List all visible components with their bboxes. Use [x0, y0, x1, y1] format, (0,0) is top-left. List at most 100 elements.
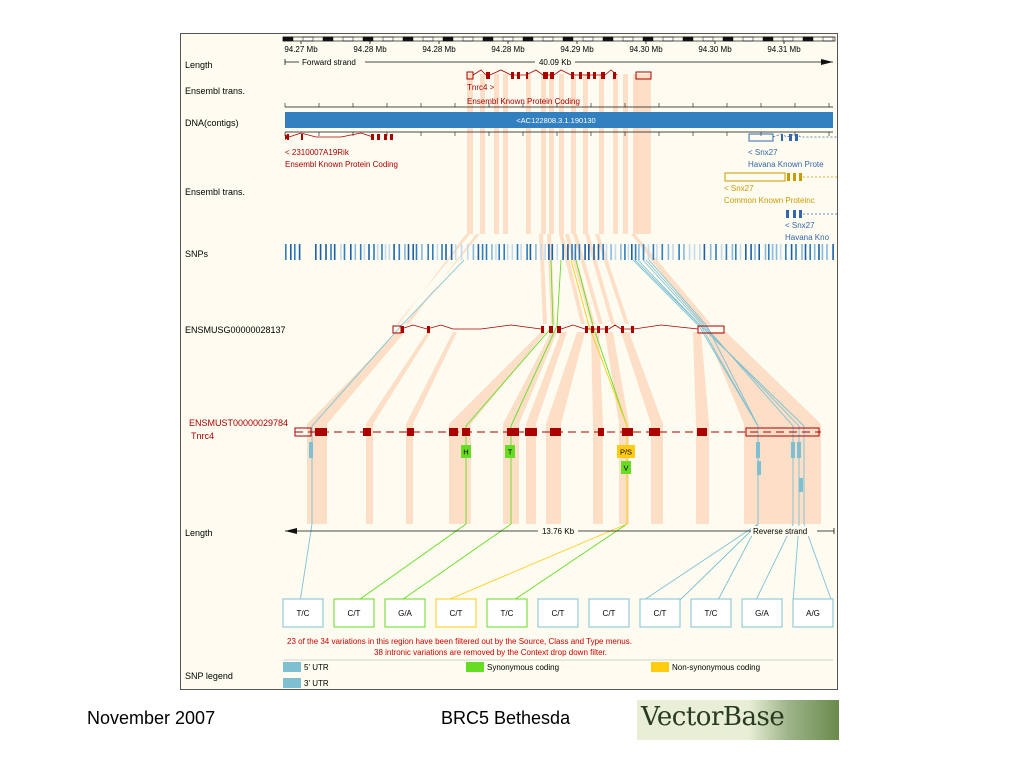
scale-tick-label: 94.28 Mb: [422, 45, 456, 54]
snp-tick: [656, 244, 658, 260]
tnrc4-exon: [517, 72, 520, 79]
scale-bar-segment: [742, 36, 754, 42]
snp-tick: [667, 244, 670, 260]
exon-band-column: [546, 424, 561, 524]
snx27-exon-3: [786, 210, 789, 218]
legend-label: Non-synonymous coding: [672, 663, 760, 672]
snp-tick: [495, 244, 497, 260]
track-label-snps: SNPs: [185, 249, 209, 259]
snx27-name-2: < Snx27: [724, 184, 754, 193]
snx27-exon: [795, 134, 798, 141]
exon-band-column: [744, 424, 821, 524]
snp-tick: [672, 244, 674, 260]
exon-band: [636, 74, 651, 234]
snx27-exon-3: [793, 210, 796, 218]
snp-tick: [593, 244, 595, 260]
snp-tick: [376, 244, 379, 260]
allele-box: [741, 598, 783, 628]
gene-exon: [597, 326, 600, 333]
genome-view-graphic: 94.27 Mb 94.28 Mb 94.28 Mb 94.28 Mb 94.29 Mb…: [282, 36, 837, 688]
tnrc4-utr-box-3: [635, 71, 652, 80]
exon-band-expand: [307, 332, 405, 424]
snp-tick: [540, 244, 542, 260]
snp-tick: [498, 244, 500, 260]
allele-label: C/T: [603, 609, 616, 618]
rik-exon: [287, 134, 289, 140]
scale-bar-segment: [382, 36, 394, 42]
scale-bar-segment: [642, 36, 654, 42]
allele-label: T/C: [297, 609, 310, 618]
allele-box: [282, 598, 324, 628]
snp-tick: [642, 244, 645, 260]
exon-band-column: [651, 424, 663, 524]
exon-band-expand: [621, 332, 663, 424]
snp-tick: [715, 244, 717, 260]
snp-tick: [548, 244, 550, 260]
aa-change-marker: [621, 461, 631, 474]
gene-exon: [557, 326, 561, 333]
snp-tick: [436, 244, 439, 260]
scale-tick-label: 94.28 Mb: [491, 45, 525, 54]
snp-tick: [661, 244, 664, 260]
track-label-transcript-name: Tnrc4: [191, 431, 215, 441]
transcript-exon: [697, 428, 707, 436]
scale-bar-segment: [562, 36, 574, 42]
rik-exon: [301, 134, 303, 140]
tnrc4-exon: [613, 72, 616, 79]
tnrc4-exon: [587, 72, 590, 79]
snp-tick: [683, 244, 685, 260]
snp-connector-line: [632, 259, 759, 603]
snp-tick: [516, 244, 519, 260]
scale-bar-segment: [322, 36, 334, 42]
exon-band-column: [307, 424, 327, 524]
snp-tick: [491, 244, 493, 260]
exon-band-expand: [366, 332, 431, 424]
snx27-source-3: Havana Kno: [785, 233, 830, 242]
snp-connector-line: [637, 259, 833, 603]
snp-tick: [393, 244, 395, 260]
snp-tick: [368, 244, 370, 260]
contig-label: <AC122808.3.1.190130: [516, 116, 595, 125]
snp-tick: [477, 244, 480, 260]
snp-connector-line: [645, 259, 794, 603]
allele-label: T/C: [705, 609, 718, 618]
snx27-exon: [789, 134, 792, 141]
top-length-value: 40.09 Kb: [539, 58, 572, 67]
track-label-ensembl-trans-2: Ensembl trans.: [185, 187, 246, 197]
exon-band-expand: [605, 332, 629, 424]
aa-change-label: H: [463, 448, 468, 457]
snp-tick: [315, 244, 317, 260]
snp-tick: [529, 244, 532, 260]
exon-band-column: [593, 424, 603, 524]
snp-tick: [745, 244, 747, 260]
snp-tick: [398, 244, 401, 260]
exon-band-column: [449, 424, 471, 524]
scale-bar-segment: [722, 36, 734, 42]
forward-label-bg: [299, 57, 365, 67]
scale-bar-segment: [342, 36, 354, 42]
tnrc4-exon: [593, 72, 596, 79]
snp-tick: [602, 244, 604, 260]
connector-lines: [299, 259, 833, 603]
scale-bar-segment: [502, 36, 514, 42]
snp-tick: [634, 244, 637, 260]
tnrc4-intron: [472, 69, 487, 76]
snp-tick: [562, 244, 564, 260]
allele-box: [690, 598, 732, 628]
forward-arrow: [821, 59, 833, 65]
filter-note-1: 23 of the 34 variations in this region h…: [287, 637, 632, 646]
exon-band: [599, 74, 604, 234]
gene-introns-2: [560, 324, 699, 330]
snp-tick: [285, 244, 287, 260]
transcript-exon: [507, 428, 519, 436]
aa-change-label: T: [508, 448, 513, 457]
snp-tick: [450, 244, 453, 260]
snp-tick: [556, 244, 558, 260]
transcript-exon: [462, 428, 470, 436]
snp-connector-line: [355, 259, 554, 603]
snp-tick: [340, 244, 342, 260]
snp-tick: [381, 244, 383, 260]
genome-view-panel: 94.27 Mb 94.28 Mb 94.28 Mb 94.28 Mb 94.29 Mb…: [180, 33, 838, 690]
snp-tick: [407, 244, 410, 260]
snp-tick: [571, 244, 573, 260]
